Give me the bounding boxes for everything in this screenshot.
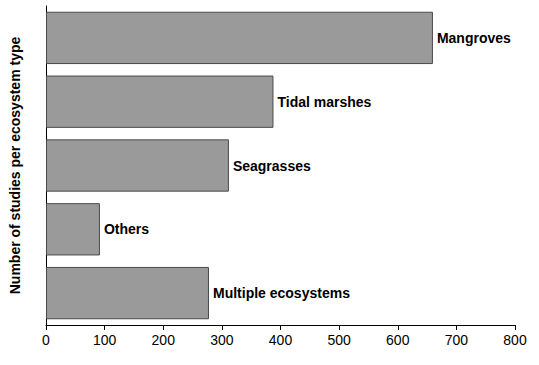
svg-text:600: 600 [386, 332, 410, 348]
svg-text:500: 500 [327, 332, 351, 348]
svg-text:Multiple ecosystems: Multiple ecosystems [213, 285, 350, 301]
svg-text:200: 200 [152, 332, 176, 348]
svg-text:700: 700 [445, 332, 469, 348]
svg-text:Mangroves: Mangroves [437, 30, 511, 46]
svg-text:300: 300 [210, 332, 234, 348]
svg-text:800: 800 [503, 332, 527, 348]
svg-text:Seagrasses: Seagrasses [233, 158, 311, 174]
svg-text:100: 100 [93, 332, 117, 348]
svg-text:Others: Others [104, 221, 149, 237]
svg-text:Number of studies per ecosyste: Number of studies per ecosystem type [7, 37, 23, 295]
svg-text:0: 0 [42, 332, 50, 348]
svg-text:400: 400 [269, 332, 293, 348]
svg-text:Tidal marshes: Tidal marshes [277, 94, 371, 110]
